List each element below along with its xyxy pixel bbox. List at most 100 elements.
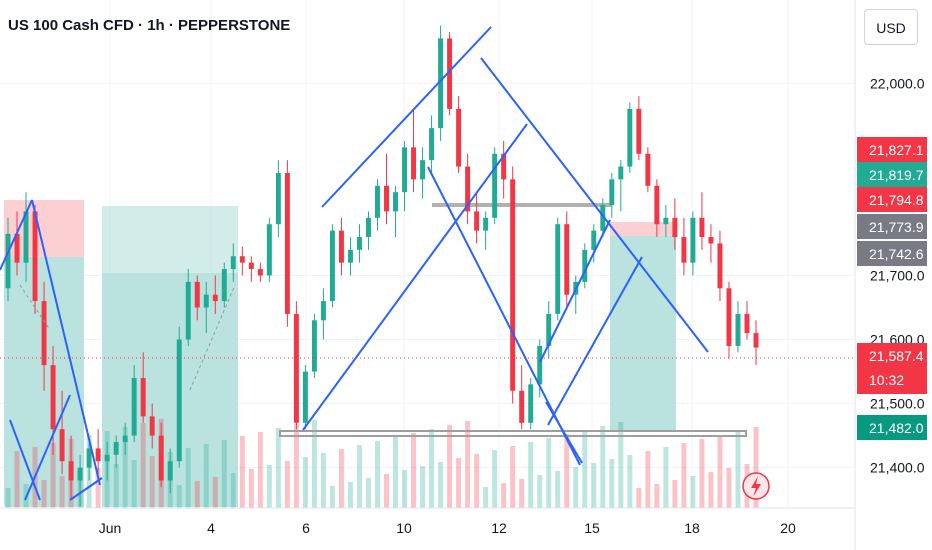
price-badges: 21,827.1 21,819.7 21,794.8 21,773.9 21,742.6… — [857, 137, 927, 440]
trend-line — [24, 394, 71, 501]
candle-body — [609, 179, 615, 205]
volume-bar — [402, 470, 408, 508]
volume-bar — [212, 477, 218, 508]
candle-body — [735, 313, 741, 346]
volume-bar — [510, 446, 516, 508]
price-badge: 21,587.4 10:32 — [857, 343, 927, 394]
volume-bar — [447, 425, 453, 508]
volume-bar — [329, 486, 335, 508]
candle-body — [194, 281, 200, 308]
volume-bar — [293, 424, 299, 508]
candle-body — [672, 217, 678, 238]
candle-body — [582, 249, 588, 282]
candle-body — [636, 108, 642, 154]
candlestick-series — [5, 25, 759, 507]
time-tick-label: 15 — [584, 520, 600, 536]
candle-body — [95, 448, 101, 462]
candle-body — [465, 166, 471, 212]
candle-body — [744, 313, 750, 334]
candle-body — [519, 390, 525, 423]
price-badge-bg — [857, 415, 927, 440]
candle-body — [546, 313, 552, 346]
volume-bar — [663, 447, 669, 508]
candle-body — [384, 185, 389, 212]
volume-bar — [366, 478, 371, 508]
currency-button[interactable]: USD — [864, 9, 918, 45]
candle-body — [257, 269, 263, 276]
candle-body — [393, 192, 398, 212]
countdown-label: 10:32 — [869, 372, 904, 388]
candle-body — [375, 185, 380, 218]
candle-body — [537, 345, 543, 385]
time-tick-label: 4 — [207, 520, 215, 536]
time-tick-label: 20 — [780, 520, 796, 536]
volume-bar — [176, 485, 182, 508]
volume-bar — [302, 457, 308, 508]
price-badge-label: 21,587.4 — [869, 348, 924, 364]
volume-bar — [113, 464, 119, 508]
candle-body — [149, 416, 155, 436]
candle-body — [41, 301, 47, 366]
candle-body — [68, 461, 74, 481]
price-badge-bg — [857, 343, 927, 394]
volume-bar — [356, 445, 362, 508]
volume-bar — [248, 469, 254, 508]
volume-bar — [203, 444, 209, 508]
candle-body — [248, 262, 254, 270]
trend-line — [547, 256, 643, 426]
price-badge-bg — [857, 162, 927, 187]
candle-body — [140, 377, 146, 417]
candle-body — [663, 217, 669, 225]
price-badge: 21,482.0 — [857, 415, 927, 440]
candle-body — [600, 204, 606, 231]
trend-drawings — [0, 26, 709, 501]
volume-bar — [375, 441, 380, 508]
price-badge-bg — [857, 137, 927, 162]
candle-body — [284, 172, 290, 314]
candle-body — [528, 384, 534, 423]
volume-bar — [537, 475, 543, 508]
volume-bar — [140, 423, 146, 508]
volume-bar — [41, 480, 47, 508]
volume-bar — [393, 437, 398, 508]
candle-body — [474, 211, 480, 231]
price-badge: 21,819.7 — [857, 162, 927, 187]
candle-body — [158, 435, 164, 481]
candle-body — [690, 217, 696, 263]
volume-bar — [600, 426, 606, 508]
price-badge-bg — [857, 214, 927, 239]
candle-body — [681, 237, 687, 263]
volume-bar — [257, 432, 263, 508]
candle-body — [420, 160, 426, 180]
volume-bar — [230, 473, 236, 508]
price-tick-label: 21,500.0 — [870, 396, 925, 412]
candle-body — [239, 256, 245, 263]
candle-body — [320, 301, 326, 321]
price-tick-label: 21,700.0 — [870, 267, 925, 283]
candle-body — [32, 211, 38, 302]
candle-body — [185, 281, 191, 340]
volume-bar — [582, 430, 588, 508]
candle-body — [726, 288, 732, 346]
candle-body — [59, 429, 65, 462]
target-zone — [610, 236, 676, 431]
trend-line — [321, 26, 492, 208]
volume-bar — [320, 453, 326, 508]
candle-body — [402, 147, 408, 193]
volume-bar — [699, 439, 705, 508]
volume-bar — [654, 484, 660, 508]
volume-bar — [708, 472, 714, 508]
trend-line — [31, 199, 101, 486]
candle-body — [456, 108, 462, 167]
candle-body — [275, 172, 281, 225]
volume-bar — [483, 487, 489, 508]
price-badge: 21,827.1 — [857, 137, 927, 162]
candle-body — [311, 320, 317, 372]
price-badge: 21,742.6 — [857, 241, 927, 266]
candle-body — [302, 371, 308, 423]
volume-bar — [753, 427, 759, 508]
volume-bar — [519, 479, 525, 508]
volume-bar — [681, 443, 687, 508]
flash-icon[interactable] — [742, 472, 770, 500]
